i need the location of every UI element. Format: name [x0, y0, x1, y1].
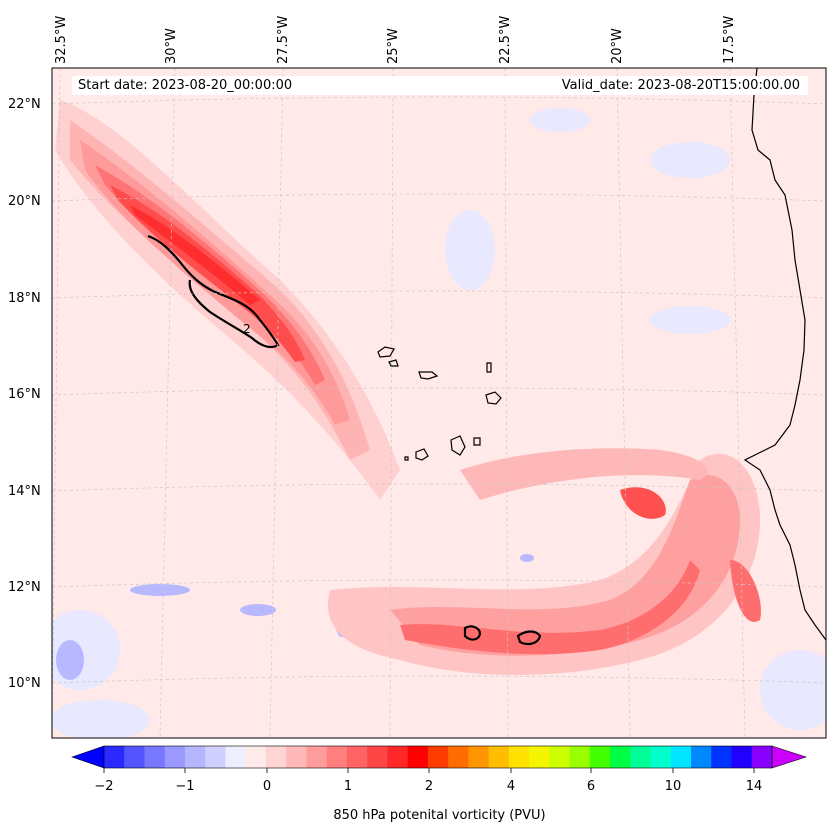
lat-label-12n: 12°N: [8, 580, 41, 595]
negative-pv-patches: [52, 108, 826, 738]
lon-label-32-5w: 32.5°W: [54, 15, 69, 64]
lat-label-18n: 18°N: [8, 291, 41, 306]
colorbar-segment: [731, 746, 753, 768]
colorbar-segment: [427, 746, 449, 768]
colorbar-segment: [205, 746, 226, 768]
colorbar-segment: [670, 746, 692, 768]
lat-label-14n: 14°N: [8, 484, 41, 499]
colorbar-segment: [124, 746, 145, 768]
lat-label-10n: 10°N: [8, 676, 41, 691]
colorbar-segment: [751, 746, 773, 768]
lon-label-20w: 20°W: [610, 28, 625, 64]
colorbar-segment: [286, 746, 307, 768]
colorbar-segment: [407, 746, 429, 768]
colorbar-tick-label: 4: [506, 779, 516, 794]
lon-label-27-5w: 27.5°W: [276, 15, 291, 64]
gridlines: [52, 68, 826, 738]
contour-label: 2: [243, 322, 251, 336]
colorbar-segment: [265, 746, 287, 768]
colorbar-tick-label: 10: [664, 779, 682, 794]
colorbar-segment: [367, 746, 388, 768]
map-frame: [51, 67, 827, 739]
colorbar-segment: [650, 746, 672, 768]
colorbar-segments: [104, 746, 773, 768]
pv-contours: [147, 234, 542, 646]
colorbar-segment: [326, 746, 348, 768]
lon-label-30w: 30°W: [164, 28, 179, 64]
lon-label-25w: 25°W: [386, 28, 401, 64]
colorbar-segment: [691, 746, 712, 768]
start-date-label: Start date: 2023-08-20_00:00:00: [78, 78, 293, 93]
colorbar-tick-label: −2: [94, 779, 114, 794]
colorbar-segment: [225, 746, 247, 768]
colorbar-segment: [610, 746, 631, 768]
colorbar-segment: [144, 746, 166, 768]
colorbar-segment: [306, 746, 328, 768]
colorbar-segment: [245, 746, 267, 768]
colorbar-segment: [569, 746, 591, 768]
lon-label-22-5w: 22.5°W: [498, 15, 513, 64]
colorbar-tick-label: 14: [745, 779, 763, 794]
colorbar-tick-marks: [103, 768, 755, 773]
colorbar-segment: [448, 746, 469, 768]
colorbar-segment: [589, 746, 611, 768]
lat-label-22n: 22°N: [8, 97, 41, 112]
colorbar-title: 850 hPa potenital vorticity (PVU): [333, 808, 546, 823]
colorbar-segment: [549, 746, 571, 768]
colorbar-tick-label: 1: [343, 779, 353, 794]
colorbar-segment: [630, 746, 652, 768]
colorbar-min-arrow: [71, 745, 105, 769]
colorbar-segment: [387, 746, 409, 768]
valid-date-label: Valid_date: 2023-08-20T15:00:00.00: [561, 78, 800, 93]
colorbar-segment: [529, 746, 550, 768]
pv-band-south: [328, 448, 761, 675]
colorbar-max-arrow: [771, 745, 807, 769]
colorbar-segment: [508, 746, 530, 768]
colorbar: [71, 745, 807, 773]
start-date-box: Start date: 2023-08-20_00:00:00: [72, 76, 368, 95]
lon-label-17-5w: 17.5°W: [722, 15, 737, 64]
colorbar-frame: [103, 745, 773, 769]
lat-label-16n: 16°N: [8, 387, 41, 402]
valid-date-box: Valid_date: 2023-08-20T15:00:00.00: [362, 76, 808, 95]
colorbar-tick-label: 2: [424, 779, 434, 794]
coastline: [377, 68, 826, 641]
colorbar-tick-label: 6: [586, 779, 596, 794]
map-area: 2: [52, 68, 826, 738]
pv-filament-northwest: [55, 100, 400, 500]
lat-label-20n: 20°N: [8, 194, 41, 209]
colorbar-segment: [184, 746, 206, 768]
colorbar-segment: [468, 746, 490, 768]
colorbar-segment: [164, 746, 186, 768]
colorbar-tick-label: −1: [175, 779, 195, 794]
colorbar-segment: [711, 746, 733, 768]
colorbar-segment: [488, 746, 510, 768]
colorbar-segment: [104, 746, 125, 768]
colorbar-tick-label: 0: [262, 779, 272, 794]
colorbar-segment: [346, 746, 368, 768]
